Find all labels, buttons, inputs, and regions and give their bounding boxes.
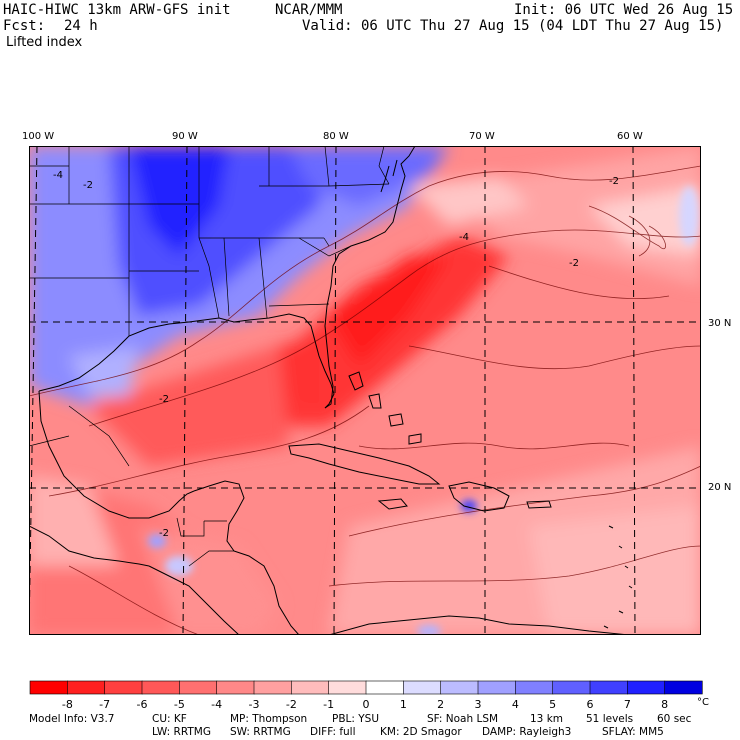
lon-label-70w: 70 W bbox=[469, 131, 495, 142]
forecast-label: Fcst: bbox=[3, 18, 46, 34]
lat-label-30n: 30 N bbox=[708, 318, 732, 329]
center-label: NCAR/MMM bbox=[275, 2, 343, 18]
colorbar-tick-label: 8 bbox=[661, 698, 668, 711]
colorbar-swatch bbox=[141, 680, 180, 695]
contour-label: -4 bbox=[459, 232, 469, 243]
footer-sf: SF: Noah LSM bbox=[427, 713, 499, 725]
colorbar-swatch bbox=[67, 680, 106, 695]
footer-timestep: 60 sec bbox=[657, 713, 692, 725]
colorbar-swatch bbox=[104, 680, 143, 695]
contour-label: -4 bbox=[53, 170, 63, 181]
colorbar-swatch bbox=[515, 680, 554, 695]
colorbar-swatch bbox=[179, 680, 218, 695]
colorbar-tick-label: -6 bbox=[137, 698, 148, 711]
colorbar-swatch bbox=[216, 680, 255, 695]
footer-damp: DAMP: Rayleigh3 bbox=[482, 726, 572, 738]
lat-label-20n: 20 N bbox=[708, 482, 732, 493]
colorbar-unit: °C bbox=[697, 697, 709, 708]
colorbar-tick-label: 6 bbox=[587, 698, 594, 711]
blue-patches bbox=[148, 186, 699, 635]
lon-label-80w: 80 W bbox=[323, 131, 349, 142]
colorbar-swatch bbox=[664, 680, 703, 695]
coastlines bbox=[29, 146, 633, 635]
colorbar-tick-label: 4 bbox=[512, 698, 519, 711]
colorbar-tick-label: -3 bbox=[249, 698, 260, 711]
colorbar-swatch bbox=[440, 680, 479, 695]
colorbar-tick-label: -1 bbox=[323, 698, 334, 711]
contour-label: -2 bbox=[159, 528, 169, 539]
contour-label: -2 bbox=[569, 258, 579, 269]
colorbar-tick-label: 1 bbox=[400, 698, 407, 711]
footer-lw: LW: RRTMG bbox=[152, 726, 211, 738]
footer-sflay: SFLAY: MM5 bbox=[602, 726, 664, 738]
footer-levels: 51 levels bbox=[586, 713, 634, 725]
colorbar-swatch bbox=[253, 680, 292, 695]
colorbar-swatch bbox=[29, 680, 68, 695]
lon-label-60w: 60 W bbox=[617, 131, 643, 142]
footer-pbl: PBL: YSU bbox=[332, 713, 380, 725]
contour-label: -2 bbox=[83, 180, 93, 191]
colorbar-tick-label: -7 bbox=[99, 698, 110, 711]
colorbar-tick-label: 5 bbox=[549, 698, 556, 711]
field-name: Lifted index bbox=[6, 35, 83, 50]
colorbar-tick-label: -8 bbox=[62, 698, 73, 711]
contour-label: -2 bbox=[159, 394, 169, 405]
lifted-index-map: -4 -2 -2 -2 -4 -2 -2 bbox=[29, 146, 701, 635]
state-borders bbox=[29, 146, 390, 567]
colorbar-swatch bbox=[589, 680, 628, 695]
colorbar-tick-label: 3 bbox=[475, 698, 482, 711]
colorbar: -8 -7 -6 -5 -4 -3 -2 -1 0 1 2 3 4 5 6 7 8 °C bbox=[29, 680, 709, 711]
lat-lon-grid bbox=[29, 146, 701, 635]
footer-resolution: 13 km bbox=[530, 713, 564, 725]
colorbar-swatch bbox=[328, 680, 367, 695]
lon-label-100w: 100 W bbox=[22, 131, 55, 142]
contour-label: -2 bbox=[609, 176, 619, 187]
field-shading bbox=[29, 146, 701, 635]
colorbar-swatch bbox=[403, 680, 442, 695]
colorbar-swatch bbox=[477, 680, 516, 695]
colorbar-tick-label: 2 bbox=[437, 698, 444, 711]
footer-mp: MP: Thompson bbox=[230, 713, 308, 725]
colorbar-swatch bbox=[365, 680, 404, 695]
footer-diff: DIFF: full bbox=[310, 726, 356, 738]
forecast-hour: 24 h bbox=[64, 18, 98, 34]
colorbar-tick-label: 0 bbox=[363, 698, 370, 711]
footer-km: KM: 2D Smagor bbox=[380, 726, 462, 738]
colorbar-tick-label: 7 bbox=[624, 698, 631, 711]
colorbar-tick-label: -2 bbox=[286, 698, 297, 711]
lon-label-90w: 90 W bbox=[172, 131, 198, 142]
footer-sw: SW: RRTMG bbox=[230, 726, 291, 738]
valid-time: Valid: 06 UTC Thu 27 Aug 15 (04 LDT Thu … bbox=[302, 18, 724, 34]
colorbar-tick-label: -5 bbox=[174, 698, 185, 711]
colorbar-swatch bbox=[552, 680, 591, 695]
contour-lines bbox=[29, 165, 701, 635]
colorbar-swatch bbox=[627, 680, 666, 695]
model-title: HAIC-HIWC 13km ARW-GFS init bbox=[3, 2, 231, 18]
footer-model-info: Model Info: V3.7 bbox=[29, 713, 115, 725]
colorbar-swatch bbox=[291, 680, 330, 695]
footer-cu: CU: KF bbox=[152, 713, 187, 725]
map-frame bbox=[29, 146, 701, 635]
colorbar-tick-label: -4 bbox=[211, 698, 222, 711]
init-time: Init: 06 UTC Wed 26 Aug 15 bbox=[514, 2, 734, 18]
